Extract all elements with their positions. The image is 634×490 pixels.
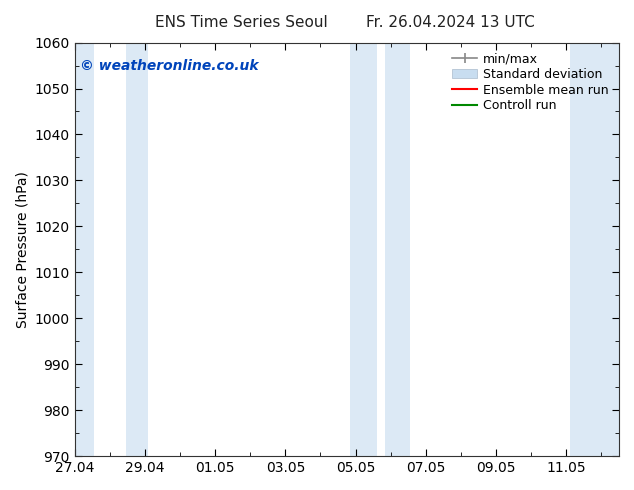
Text: Fr. 26.04.2024 13 UTC: Fr. 26.04.2024 13 UTC — [366, 15, 534, 30]
Bar — [570, 43, 619, 456]
Y-axis label: Surface Pressure (hPa): Surface Pressure (hPa) — [15, 171, 29, 328]
Bar — [351, 43, 377, 456]
Legend: min/max, Standard deviation, Ensemble mean run, Controll run: min/max, Standard deviation, Ensemble me… — [448, 49, 612, 116]
Bar — [126, 43, 148, 456]
Bar — [385, 43, 410, 456]
Bar — [75, 43, 94, 456]
Text: ENS Time Series Seoul: ENS Time Series Seoul — [155, 15, 327, 30]
Text: © weatheronline.co.uk: © weatheronline.co.uk — [80, 59, 259, 73]
